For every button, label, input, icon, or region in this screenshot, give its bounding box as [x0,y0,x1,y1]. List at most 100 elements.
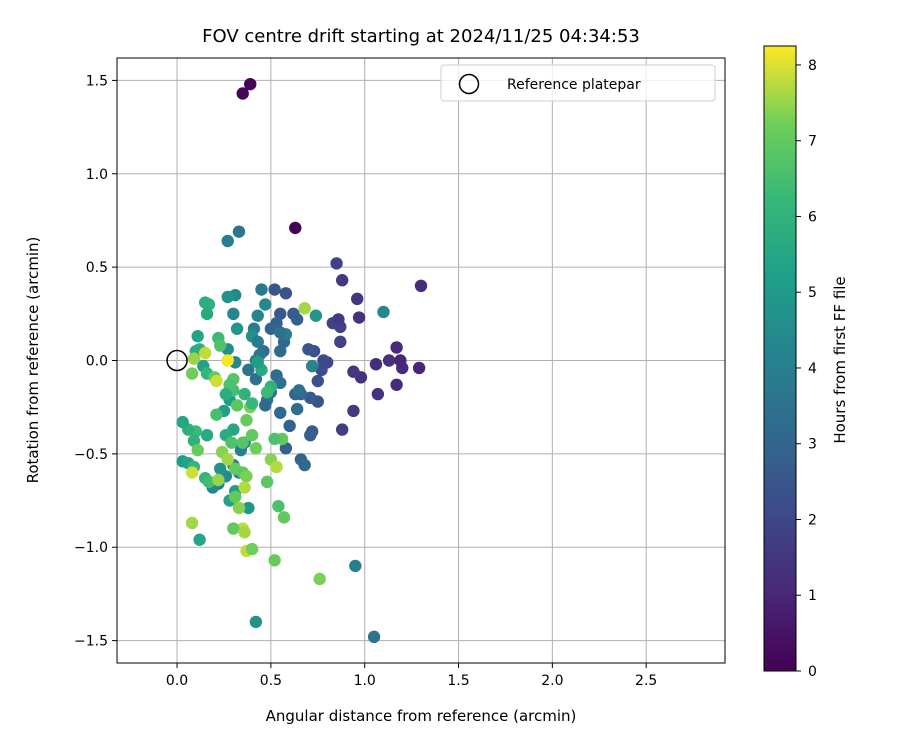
data-point [242,501,255,515]
data-point [191,330,204,343]
data-point [221,354,234,367]
data-point [268,283,281,296]
data-point [230,322,244,335]
data-point [210,408,223,421]
data-point [221,290,234,304]
colorbar-tick-label: 4 [808,361,817,377]
data-point [313,572,326,586]
colorbar: 0 1 2 3 4 5 6 7 8 Hours from first FF file [763,45,849,680]
data-point [238,387,251,401]
colorbar-gradient [763,45,797,672]
data-point [221,234,234,248]
data-point [377,305,390,319]
x-tick-label: 1.0 [354,673,376,689]
colorbar-tick-label: 0 [808,664,817,680]
colorbar-tick-label: 5 [808,285,817,301]
data-point [214,339,227,352]
data-point [251,335,264,349]
data-point [274,326,287,339]
data-point [259,298,272,311]
colorbar-tick-label: 3 [808,437,817,453]
data-point [367,630,381,644]
data-point [274,307,287,321]
data-point [185,516,199,530]
data-point [191,443,204,457]
data-point [317,354,330,367]
data-point [185,466,199,479]
data-point [264,322,278,335]
data-point [274,344,287,358]
y-axis-ticks: −1.5 −1.0 −0.5 0.0 0.5 1.0 1.5 [74,73,117,650]
data-point [394,354,407,367]
y-axis-label: Rotation from reference (arcmin) [24,237,42,484]
data-point [232,501,246,515]
data-point [193,533,206,546]
data-point [412,361,426,375]
data-point [270,460,283,474]
data-point [251,309,264,322]
x-tick-label: 0.5 [260,673,282,689]
colorbar-ticks: 0 1 2 3 4 5 6 7 8 [796,58,817,680]
data-point [200,307,214,321]
x-tick-label: 2.0 [541,673,563,689]
data-point [240,470,253,483]
data-points [176,77,428,644]
data-point [304,391,317,405]
data-point [279,287,293,300]
data-point [202,475,216,489]
data-point [349,559,362,573]
data-point [369,358,383,371]
data-point [200,428,214,442]
data-point [268,554,281,567]
data-point [245,542,259,556]
data-point [274,406,287,419]
data-point [350,292,364,306]
x-axis-label: Angular distance from reference (arcmin) [266,707,577,725]
data-point [298,458,311,472]
data-point [227,307,240,321]
legend-entry-reference-platepar: Reference platepar [507,77,641,93]
data-point [305,359,319,373]
colorbar-tick-label: 1 [808,588,817,604]
data-point [290,402,304,416]
data-point [251,356,264,369]
data-point [352,311,366,324]
data-point [176,415,189,429]
data-point [298,302,311,315]
data-point [272,499,285,513]
data-point [232,225,246,238]
data-point [221,453,234,466]
data-point [240,414,253,427]
data-point [335,274,349,287]
data-point [249,442,263,455]
chart-title: FOV centre drift starting at 2024/11/25 … [202,26,640,47]
data-point [371,387,385,401]
data-point [236,87,249,100]
colorbar-label: Hours from first FF file [831,276,849,443]
data-point [347,365,360,378]
x-axis-ticks: 0.0 0.5 1.0 1.5 2.0 2.5 [166,663,657,689]
data-point [283,419,296,433]
data-point [236,436,249,449]
y-tick-label: 0.0 [86,354,108,370]
colorbar-tick-label: 7 [808,134,817,150]
data-point [259,399,272,412]
data-point [255,283,268,296]
data-point [245,397,259,410]
data-point [238,481,251,494]
data-point [187,352,201,365]
y-tick-label: 0.5 [86,260,108,276]
data-point [198,296,212,309]
data-point [304,428,317,442]
data-point [225,436,238,449]
data-point [268,432,281,446]
data-point [230,399,244,412]
y-tick-label: −0.5 [74,447,108,463]
data-point [249,372,263,386]
data-point [260,386,274,399]
data-point [242,363,255,377]
y-tick-label: −1.0 [74,540,108,556]
data-point [414,279,428,293]
data-point [187,434,201,447]
